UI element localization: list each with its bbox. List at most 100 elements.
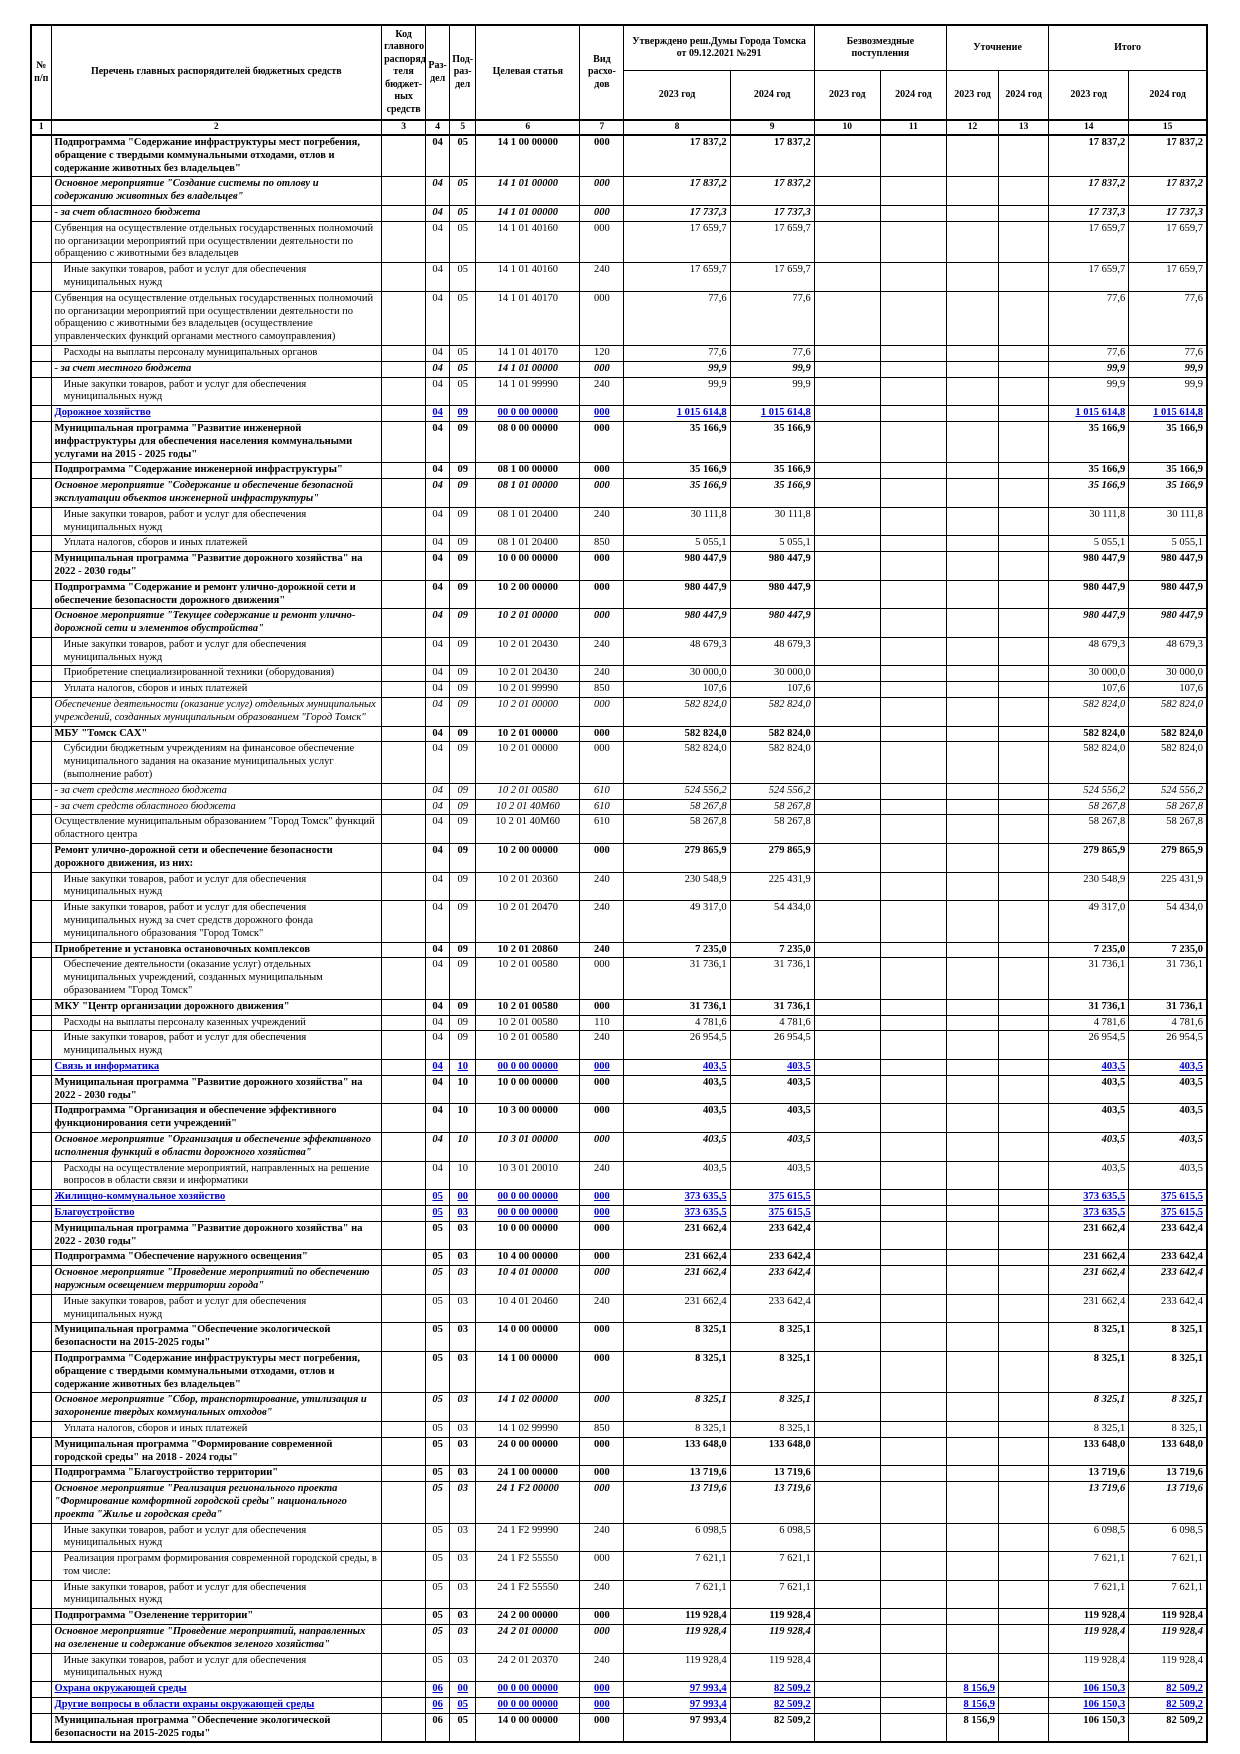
row-index-cell — [30, 204, 52, 222]
expense-type-cell: 000 — [579, 843, 625, 873]
value-cell — [945, 420, 1000, 464]
item-name-cell: Подпрограмма "Обеспечение наружного осве… — [50, 1249, 383, 1267]
item-name-cell: - за счет местного бюджета — [50, 360, 383, 378]
value-cell — [998, 535, 1050, 553]
value-cell — [879, 1220, 947, 1251]
podrazdel-cell: 09 — [449, 506, 477, 537]
value-cell: 8 156,9 — [945, 1712, 1000, 1743]
table-row: - за счет областного бюджета 04 05 14 1 01 … — [30, 204, 1208, 222]
podrazdel-cell: 09 — [449, 608, 477, 638]
item-name-cell: Жилищно-коммунальное хозяйство — [50, 1189, 383, 1206]
value-cell — [879, 1392, 947, 1422]
expense-type-cell: 850 — [579, 1420, 625, 1438]
item-name-cell: Иные закупки товаров, работ и услуг для … — [50, 1293, 383, 1324]
value-cell — [879, 1608, 947, 1626]
table-row: Подпрограмма "Содержание инфраструктуры … — [30, 1350, 1208, 1394]
item-name-cell: Субвенция на осуществление отдельных гос… — [50, 290, 383, 346]
podrazdel-cell: 03 — [449, 1392, 477, 1422]
value-cell — [813, 262, 881, 292]
value-cell — [813, 1522, 881, 1553]
value-cell: 1 015 614,8 — [623, 405, 731, 422]
podrazdel-cell: 03 — [449, 1265, 477, 1295]
value-cell — [879, 405, 947, 422]
value-cell: 107,6 — [1128, 681, 1208, 699]
target-article-cell: 10 2 01 20360 — [475, 871, 581, 902]
podrazdel-cell: 05 — [449, 176, 477, 206]
table-row: Основное мероприятие "Сбор, транспортиро… — [30, 1392, 1208, 1422]
expense-type-cell: 000 — [579, 220, 625, 264]
target-article-cell: 14 1 00 00000 — [475, 1350, 581, 1394]
value-cell: 980 447,9 — [1128, 608, 1208, 638]
value-cell — [945, 462, 1000, 480]
item-name-cell: Обеспечение деятельности (оказание услуг… — [50, 697, 383, 727]
value-cell — [945, 376, 1000, 407]
table-row: Подпрограмма "Содержание инженерной инфр… — [30, 462, 1208, 480]
table-row: Приобретение и установка остановочных ко… — [30, 941, 1208, 959]
podrazdel-cell: 09 — [449, 871, 477, 902]
target-article-cell: 14 1 00 00000 — [475, 134, 581, 178]
value-cell — [945, 579, 1000, 610]
value-cell: 133 648,0 — [1128, 1436, 1208, 1467]
value-cell: 582 824,0 — [1128, 741, 1208, 784]
value-cell — [998, 608, 1050, 638]
value-cell — [813, 697, 881, 727]
value-cell: 107,6 — [729, 681, 815, 699]
value-cell: 119 928,4 — [1128, 1652, 1208, 1683]
podrazdel-cell: 03 — [449, 1579, 477, 1610]
target-article-cell: 14 1 01 40170 — [475, 290, 581, 346]
grbs-code-cell — [381, 134, 427, 178]
value-cell — [998, 697, 1050, 727]
value-cell: 6 098,5 — [1048, 1522, 1130, 1553]
value-cell: 403,5 — [729, 1074, 815, 1105]
value-cell — [813, 1436, 881, 1467]
value-cell — [879, 1131, 947, 1162]
target-article-cell: 10 2 01 00580 — [475, 1030, 581, 1060]
target-article-cell: 10 0 00 00000 — [475, 1220, 581, 1251]
value-cell: 233 642,4 — [1128, 1220, 1208, 1251]
item-name-cell: - за счет средств местного бюджета — [50, 782, 383, 800]
value-cell: 1 015 614,8 — [1048, 405, 1130, 422]
value-cell: 233 642,4 — [729, 1293, 815, 1324]
razdel-cell: 04 — [425, 344, 451, 362]
razdel-cell: 05 — [425, 1624, 451, 1654]
table-row: Субвенция на осуществление отдельных гос… — [30, 290, 1208, 346]
value-cell — [945, 1652, 1000, 1683]
podrazdel-cell: 09 — [449, 478, 477, 508]
grbs-code-cell — [381, 697, 427, 727]
value-cell: 231 662,4 — [623, 1249, 731, 1267]
podrazdel-cell: 03 — [449, 1350, 477, 1394]
razdel-cell: 04 — [425, 998, 451, 1016]
row-index-cell — [30, 1014, 52, 1032]
column-number: 12 — [945, 119, 1000, 136]
value-cell: 31 736,1 — [1128, 998, 1208, 1016]
value-cell: 119 928,4 — [623, 1652, 731, 1683]
row-index-cell — [30, 1293, 52, 1324]
expense-type-cell: 000 — [579, 1265, 625, 1295]
item-name-cell: Уплата налогов, сборов и иных платежей — [50, 1420, 383, 1438]
value-cell: 8 156,9 — [945, 1697, 1000, 1714]
target-article-cell: 10 2 01 00580 — [475, 782, 581, 800]
value-cell — [813, 1014, 881, 1032]
podrazdel-cell: 09 — [449, 814, 477, 845]
grbs-code-cell — [381, 1712, 427, 1743]
value-cell — [945, 1103, 1000, 1133]
value-cell: 231 662,4 — [623, 1220, 731, 1251]
value-cell — [813, 506, 881, 537]
value-cell: 279 865,9 — [729, 843, 815, 873]
value-cell — [879, 665, 947, 683]
value-cell — [998, 405, 1050, 422]
value-cell — [879, 681, 947, 699]
grbs-code-cell — [381, 290, 427, 346]
expense-type-cell: 000 — [579, 957, 625, 1000]
table-row: - за счет средств областного бюджета 04 09… — [30, 798, 1208, 816]
value-cell — [998, 176, 1050, 206]
value-cell: 7 621,1 — [729, 1579, 815, 1610]
grbs-code-cell — [381, 262, 427, 292]
value-cell: 403,5 — [1128, 1059, 1208, 1076]
value-cell: 119 928,4 — [623, 1624, 731, 1654]
podrazdel-cell: 09 — [449, 697, 477, 727]
item-name-cell: Обеспечение деятельности (оказание услуг… — [50, 957, 383, 1000]
value-cell: 7 621,1 — [623, 1579, 731, 1610]
grbs-code-cell — [381, 1131, 427, 1162]
expense-type-cell: 240 — [579, 871, 625, 902]
